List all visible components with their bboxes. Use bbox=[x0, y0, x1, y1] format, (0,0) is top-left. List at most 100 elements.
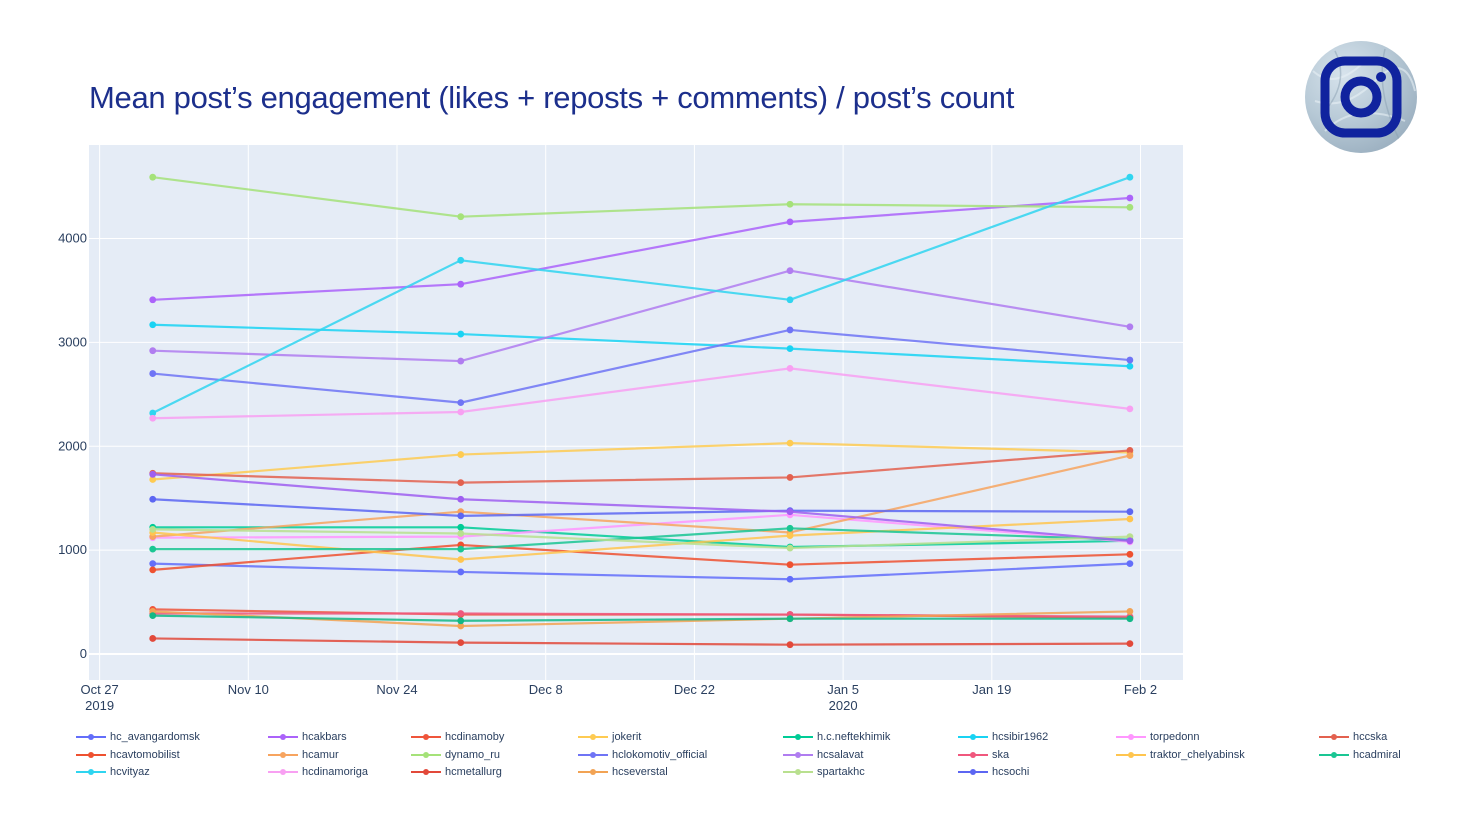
legend-item-jokerit[interactable]: jokerit bbox=[578, 731, 641, 743]
data-point-hccska bbox=[786, 474, 794, 481]
x-tick-label: Nov 24 bbox=[376, 682, 417, 697]
legend-swatch bbox=[783, 750, 813, 760]
legend-item-hcvityaz[interactable]: hcvityaz bbox=[76, 766, 150, 778]
legend-item-torpedonn[interactable]: torpedonn bbox=[1116, 731, 1200, 743]
legend-label: h.c.neftekhimik bbox=[817, 731, 891, 743]
legend-item-hcavtomobilist[interactable]: hcavtomobilist bbox=[76, 749, 180, 761]
legend-item-hcseverstal[interactable]: hcseverstal bbox=[578, 766, 668, 778]
series-line-spartakhc bbox=[152, 528, 1130, 550]
legend-label: jokerit bbox=[612, 731, 642, 743]
legend-item-hcsalavat[interactable]: hcsalavat bbox=[783, 749, 863, 761]
legend-label: hc_avangardomsk bbox=[110, 731, 200, 743]
legend-item-hcdinamoriga[interactable]: hcdinamoriga bbox=[268, 766, 368, 778]
series-line-hcsibir1962 bbox=[152, 323, 1130, 368]
data-point-jokerit bbox=[457, 451, 465, 458]
x-tick-label: Dec 22 bbox=[674, 682, 715, 697]
legend-item-hcadmiral[interactable]: hcadmiral bbox=[1319, 749, 1401, 761]
data-point-hcamur bbox=[1126, 452, 1134, 460]
data-point-hcsalavat bbox=[786, 267, 794, 275]
legend-item-ska[interactable]: ska bbox=[958, 749, 1009, 761]
data-point-hcakbars bbox=[1126, 194, 1134, 202]
data-point-hcavtomobilist bbox=[149, 566, 157, 574]
legend-item-hcakbars[interactable]: hcakbars bbox=[268, 731, 347, 743]
legend-swatch bbox=[411, 750, 441, 760]
data-point-hc_avangardomsk bbox=[457, 568, 465, 576]
y-tick-label: 3000 bbox=[58, 334, 87, 349]
series-line-hc_avangardomsk bbox=[152, 562, 1130, 581]
legend-swatch bbox=[958, 767, 988, 777]
legend-label: traktor_chelyabinsk bbox=[1150, 748, 1245, 761]
legend-swatch bbox=[958, 750, 988, 760]
data-point-hcdinamoriga bbox=[786, 364, 794, 372]
instagram-logo bbox=[1305, 41, 1417, 153]
data-point-spartakhc bbox=[149, 525, 157, 533]
data-point-jokerit bbox=[149, 476, 157, 483]
legend-item-hcsibir1962[interactable]: hcsibir1962 bbox=[958, 731, 1048, 743]
series-line-hcvityaz bbox=[152, 176, 1131, 415]
legend-label: hcsochi bbox=[992, 766, 1030, 778]
legend-item-traktor_chelyabinsk[interactable]: traktor_chelyabinsk bbox=[1116, 749, 1245, 761]
legend-swatch bbox=[783, 767, 813, 777]
data-point-dynamo_ru bbox=[457, 213, 465, 221]
data-point-hc_avangardomsk bbox=[786, 575, 794, 583]
legend-item-hclokomotiv_official[interactable]: hclokomotiv_official bbox=[578, 749, 707, 761]
data-point-hcadmiral_dup_2 bbox=[149, 612, 157, 619]
data-point-hcadmiral_dup_2 bbox=[1126, 615, 1134, 623]
x-tick-label: Nov 10 bbox=[228, 682, 269, 697]
legend-label: hccska bbox=[1353, 731, 1388, 743]
series-line-h.c.neftekhimik bbox=[152, 526, 1130, 549]
data-point-hcmetallurg bbox=[457, 639, 465, 647]
data-point-hclokomotiv_official bbox=[457, 399, 465, 407]
series-line-hcadmiral_dup_2 bbox=[152, 614, 1130, 622]
data-point-hcsochi bbox=[457, 512, 465, 520]
data-point-hccska bbox=[457, 479, 465, 487]
legend-item-hcmetallurg[interactable]: hcmetallurg bbox=[411, 766, 502, 778]
legend-label: hcsibir1962 bbox=[992, 731, 1049, 743]
legend-swatch bbox=[958, 732, 988, 742]
x-tick-label: Jan 5 bbox=[827, 682, 859, 697]
legend-swatch bbox=[76, 750, 106, 760]
data-point-traktor_chelyabinsk bbox=[786, 532, 794, 540]
data-point-hcvityaz bbox=[786, 296, 794, 304]
series-line-hcamur bbox=[152, 454, 1131, 538]
data-point-hcakbars_dup_1 bbox=[457, 495, 465, 503]
y-tick-label: 4000 bbox=[58, 230, 87, 245]
data-point-hcseverstal bbox=[1126, 608, 1134, 615]
x-tick-label: Dec 8 bbox=[529, 682, 563, 697]
legend-swatch bbox=[411, 767, 441, 777]
series-line-hcmetallurg bbox=[152, 637, 1130, 646]
legend-label: hcakbars bbox=[302, 731, 347, 743]
data-point-hcadmiral bbox=[457, 545, 465, 553]
data-point-dynamo_ru bbox=[786, 200, 794, 208]
data-point-hcvityaz bbox=[457, 256, 465, 264]
data-point-hccska bbox=[1126, 447, 1134, 454]
legend-item-hccska[interactable]: hccska bbox=[1319, 731, 1387, 743]
x-tick-sublabel: 2020 bbox=[829, 698, 858, 713]
legend-label: torpedonn bbox=[1150, 731, 1200, 743]
data-point-dynamo_ru bbox=[1126, 203, 1134, 211]
legend-swatch bbox=[1319, 732, 1349, 742]
legend-item-hcdinamoby[interactable]: hcdinamoby bbox=[411, 731, 504, 743]
data-point-jokerit bbox=[786, 439, 794, 447]
legend-item-dynamo_ru[interactable]: dynamo_ru bbox=[411, 749, 500, 761]
legend-item-spartakhc[interactable]: spartakhc bbox=[783, 766, 865, 778]
legend-item-hcamur[interactable]: hcamur bbox=[268, 749, 339, 761]
x-tick-label: Jan 19 bbox=[972, 682, 1011, 697]
legend-item-h.c.neftekhimik[interactable]: h.c.neftekhimik bbox=[783, 731, 890, 743]
data-point-hcsalavat bbox=[149, 347, 157, 355]
data-point-hcmetallurg bbox=[1126, 640, 1134, 648]
y-tick-label: 0 bbox=[80, 646, 87, 661]
legend-label: hclokomotiv_official bbox=[612, 748, 708, 761]
data-point-hcdinamoriga bbox=[149, 414, 157, 422]
series-line-hcakbars_dup_1 bbox=[152, 473, 1130, 542]
data-point-hcsalavat bbox=[457, 357, 465, 365]
legend-item-hcsochi[interactable]: hcsochi bbox=[958, 766, 1029, 778]
data-point-hcadmiral_dup_2 bbox=[457, 617, 465, 625]
data-point-hcakbars_dup_1 bbox=[149, 470, 157, 478]
legend-swatch bbox=[268, 750, 298, 760]
data-point-hcakbars bbox=[786, 218, 794, 226]
data-point-hc_avangardomsk bbox=[1126, 560, 1134, 568]
legend-item-hc_avangardomsk[interactable]: hc_avangardomsk bbox=[76, 731, 200, 743]
data-point-h.c.neftekhimik bbox=[457, 523, 465, 531]
data-point-spartakhc bbox=[786, 544, 794, 552]
